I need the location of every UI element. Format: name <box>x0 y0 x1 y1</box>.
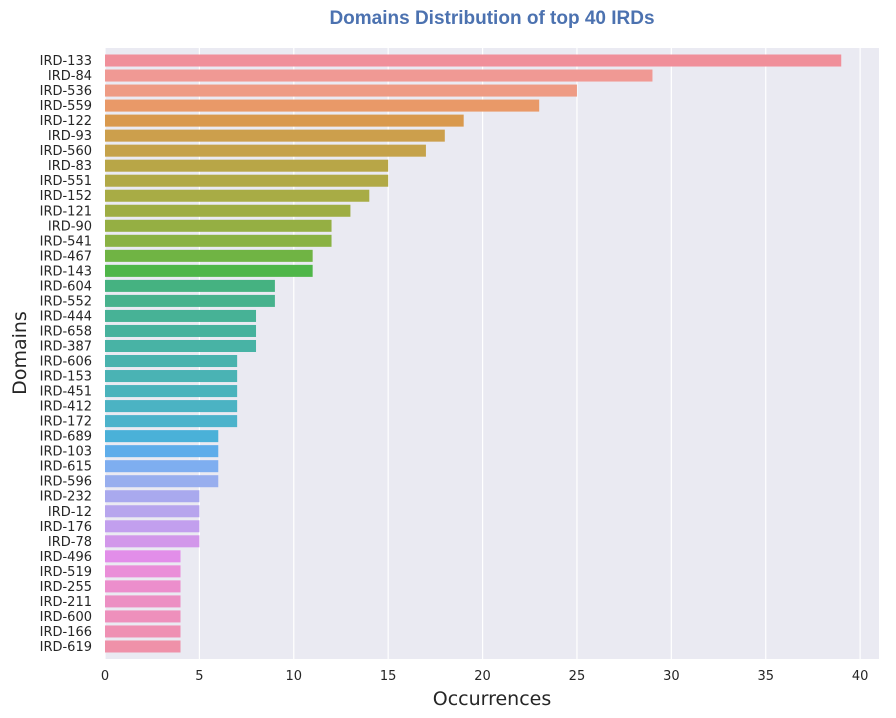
y-tick-label: IRD-536 <box>40 84 92 99</box>
y-tick-label: IRD-606 <box>40 355 92 370</box>
bar <box>105 445 219 458</box>
x-tick-label: 35 <box>757 669 774 684</box>
y-tick-label: IRD-600 <box>40 610 92 625</box>
y-tick-label: IRD-93 <box>48 129 92 144</box>
x-tick-label: 15 <box>380 669 397 684</box>
bar <box>105 505 200 518</box>
bar <box>105 69 653 82</box>
y-tick-label: IRD-83 <box>48 159 92 174</box>
x-tick-label: 0 <box>101 669 109 684</box>
x-axis-title: Occurrences <box>433 688 552 710</box>
x-tick-label: 25 <box>569 669 586 684</box>
bar <box>105 490 200 503</box>
y-tick-label: IRD-166 <box>40 625 92 640</box>
x-tick-labels: 0 5 10 15 20 25 30 35 40 <box>101 669 869 684</box>
x-tick-label: 5 <box>195 669 203 684</box>
bar <box>105 264 313 277</box>
bar <box>105 279 275 292</box>
y-tick-label: IRD-122 <box>40 114 92 129</box>
bar <box>105 595 181 608</box>
y-tick-label: IRD-12 <box>48 505 92 520</box>
y-tick-label: IRD-153 <box>40 370 92 385</box>
y-tick-label: IRD-444 <box>40 309 92 324</box>
y-tick-label: IRD-596 <box>40 475 92 490</box>
bar <box>105 219 332 232</box>
y-tick-label: IRD-84 <box>48 69 92 84</box>
bar <box>105 370 238 383</box>
y-tick-label: IRD-143 <box>40 264 92 279</box>
bar <box>105 144 426 157</box>
y-tick-label: IRD-519 <box>40 565 92 580</box>
bar <box>105 189 370 202</box>
y-tick-label: IRD-90 <box>48 219 92 234</box>
y-tick-label: IRD-78 <box>48 535 92 550</box>
y-tick-label: IRD-176 <box>40 520 92 535</box>
y-tick-label: IRD-615 <box>40 460 92 475</box>
bar <box>105 535 200 548</box>
bar <box>105 129 445 142</box>
bar <box>105 234 332 247</box>
bar <box>105 204 351 217</box>
bar <box>105 430 219 443</box>
y-tick-label: IRD-552 <box>40 294 92 309</box>
y-tick-label: IRD-689 <box>40 430 92 445</box>
y-tick-label: IRD-496 <box>40 550 92 565</box>
bar <box>105 324 257 337</box>
bar <box>105 114 464 127</box>
y-tick-label: IRD-658 <box>40 324 92 339</box>
x-tick-label: 20 <box>474 669 491 684</box>
x-tick-label: 40 <box>852 669 869 684</box>
bar <box>105 159 389 172</box>
bar <box>105 99 540 112</box>
bar <box>105 415 238 428</box>
bar <box>105 550 181 563</box>
bars-group <box>105 54 842 653</box>
y-tick-label: IRD-541 <box>40 234 92 249</box>
y-tick-label: IRD-255 <box>40 580 92 595</box>
y-tick-label: IRD-619 <box>40 640 92 655</box>
bar <box>105 174 389 187</box>
y-tick-label: IRD-559 <box>40 99 92 114</box>
y-tick-label: IRD-604 <box>40 279 92 294</box>
y-tick-label: IRD-232 <box>40 490 92 505</box>
y-tick-label: IRD-467 <box>40 249 92 264</box>
bar <box>105 294 275 307</box>
bar <box>105 640 181 653</box>
x-tick-label: 10 <box>286 669 303 684</box>
chart-title: Domains Distribution of top 40 IRDs <box>329 8 654 29</box>
y-tick-label: IRD-560 <box>40 144 92 159</box>
y-tick-label: IRD-172 <box>40 415 92 430</box>
bar <box>105 400 238 413</box>
y-tick-label: IRD-121 <box>40 204 92 219</box>
y-tick-label: IRD-103 <box>40 445 92 460</box>
x-tick-label: 30 <box>663 669 680 684</box>
y-tick-label: IRD-211 <box>40 595 92 610</box>
y-axis-title: Domains <box>9 311 31 395</box>
bar <box>105 625 181 638</box>
bar <box>105 249 313 262</box>
y-tick-label: IRD-551 <box>40 174 92 189</box>
y-tick-labels: IRD-133IRD-84IRD-536IRD-559IRD-122IRD-93… <box>40 54 92 655</box>
y-tick-label: IRD-387 <box>40 339 92 354</box>
y-tick-label: IRD-451 <box>40 385 92 400</box>
bar <box>105 610 181 623</box>
bar <box>105 309 257 322</box>
bar <box>105 565 181 578</box>
bar <box>105 385 238 398</box>
bar <box>105 460 219 473</box>
bar <box>105 580 181 593</box>
y-tick-label: IRD-152 <box>40 189 92 204</box>
y-tick-label: IRD-412 <box>40 400 92 415</box>
bar <box>105 54 842 67</box>
bar <box>105 475 219 488</box>
bar <box>105 339 257 352</box>
bar <box>105 84 577 97</box>
y-tick-label: IRD-133 <box>40 54 92 69</box>
bar <box>105 520 200 533</box>
bar <box>105 355 238 368</box>
